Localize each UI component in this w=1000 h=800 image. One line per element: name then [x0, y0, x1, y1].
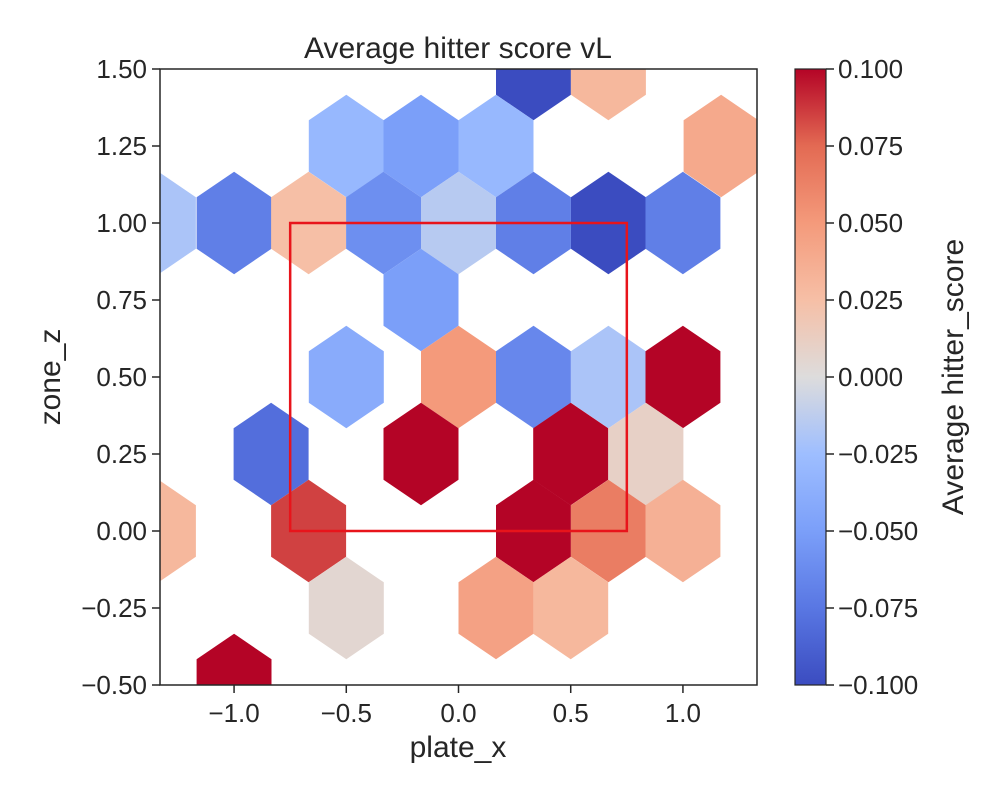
- colorbar-tick-label: −0.100: [838, 670, 918, 700]
- colorbar-label: Average hitter_score: [937, 239, 970, 515]
- hexbin-cell: [196, 171, 272, 275]
- hexbin-cell: [458, 556, 534, 660]
- colorbar: [794, 68, 827, 686]
- hexbin-cell: [383, 402, 459, 506]
- x-tick-label: −0.5: [321, 698, 372, 728]
- hexbin-cell: [683, 94, 757, 198]
- colorbar-tick-label: 0.000: [838, 362, 903, 392]
- y-tick-label: 1.50: [96, 54, 147, 84]
- hexbin-cell: [533, 556, 609, 660]
- hexbin-cell: [458, 94, 534, 198]
- y-axis-label: zone_z: [34, 329, 67, 426]
- colorbar-tick-label: −0.050: [838, 516, 918, 546]
- x-tick-label: 0.5: [553, 698, 589, 728]
- colorbar-tick-label: 0.025: [838, 285, 903, 315]
- hexbin-cell: [383, 248, 459, 352]
- hexbin-cell: [160, 172, 196, 274]
- x-tick-label: 0.0: [440, 698, 476, 728]
- colorbar-tick-label: 0.050: [838, 208, 903, 238]
- colorbar-tick-label: −0.075: [838, 593, 918, 623]
- chart-title: Average hitter score vL: [304, 32, 612, 65]
- strike-zone-box: [288, 221, 629, 533]
- hexbin-cell: [570, 69, 646, 121]
- y-axis-ticks: −0.50 −0.25 0.00 0.25 0.50 0.75 1.00 1.25 1.50: [81, 54, 160, 700]
- y-tick-label: 1.25: [96, 131, 147, 161]
- hexbin-cell: [308, 556, 384, 660]
- hexbin-cell: [421, 325, 496, 429]
- y-tick-label: 1.00: [96, 208, 147, 238]
- y-tick-label: 0.25: [96, 439, 147, 469]
- hexbin-cell: [496, 69, 571, 121]
- hexbin-cell: [308, 94, 384, 198]
- y-tick-label: −0.50: [81, 670, 147, 700]
- y-tick-label: 0.00: [96, 516, 147, 546]
- y-tick-label: −0.25: [81, 593, 147, 623]
- hexbin-cell: [645, 171, 721, 275]
- x-axis-ticks: −1.0 −0.5 0.0 0.5 1.0: [208, 685, 701, 728]
- y-tick-label: 0.50: [96, 362, 147, 392]
- hexbin-cell: [533, 402, 609, 506]
- x-axis-label: plate_x: [410, 731, 507, 764]
- hexbin-cell: [160, 480, 196, 582]
- colorbar-tick-label: −0.025: [838, 439, 918, 469]
- x-tick-label: −1.0: [208, 698, 259, 728]
- hexbin-cell: [645, 325, 721, 429]
- hexbin-cell: [496, 325, 571, 429]
- colorbar-tick-label: 0.100: [838, 54, 903, 84]
- y-tick-label: 0.75: [96, 285, 147, 315]
- hexbin-cell: [308, 325, 384, 429]
- hexbin-cell: [645, 479, 721, 583]
- colorbar-ticks: −0.100 −0.075 −0.050 −0.025 0.000 0.025 0.050 0…: [826, 54, 918, 700]
- hexbin-cells: [160, 69, 757, 685]
- hexbin-cell: [383, 94, 459, 198]
- colorbar-tick-label: 0.075: [838, 131, 903, 161]
- x-tick-label: 1.0: [665, 698, 701, 728]
- hexbin-cell: [196, 633, 272, 685]
